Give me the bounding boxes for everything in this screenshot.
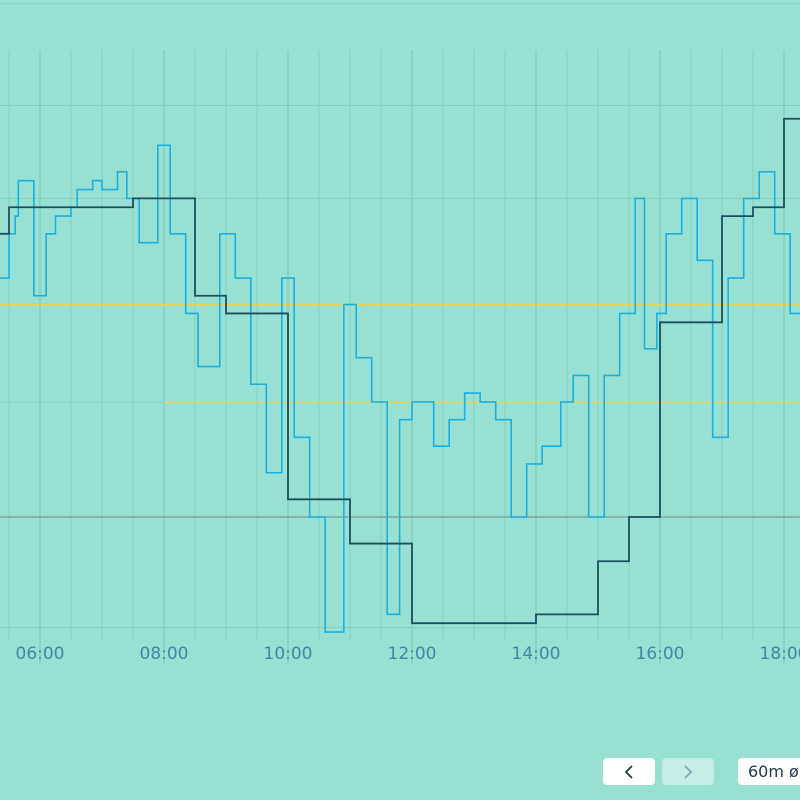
x-tick-label: 12:00 [388,644,437,664]
interval-select-button[interactable]: 60m ø [738,758,800,785]
x-tick-label: 08:00 [140,644,189,664]
chart-controls: 60m ø [603,758,800,785]
series-layer [0,117,800,633]
x-tick-label: 18:00 [760,644,800,664]
interval-label: 60m ø [748,762,799,781]
x-tick-label: 14:00 [512,644,561,664]
chevron-right-icon [681,764,695,780]
grid [0,3,800,665]
x-tick-label: 06:00 [16,644,65,664]
x-tick-label: 16:00 [636,644,685,664]
series-line-2 [0,117,800,625]
chevron-left-icon [622,764,636,780]
prev-button[interactable] [603,758,655,785]
x-axis-ticks: 06:00 08:00 10:00 12:00 14:00 16:00 18:00 [16,644,800,664]
x-tick-label: 10:00 [264,644,313,664]
series-line-1 [0,144,800,633]
next-button[interactable] [662,758,714,785]
